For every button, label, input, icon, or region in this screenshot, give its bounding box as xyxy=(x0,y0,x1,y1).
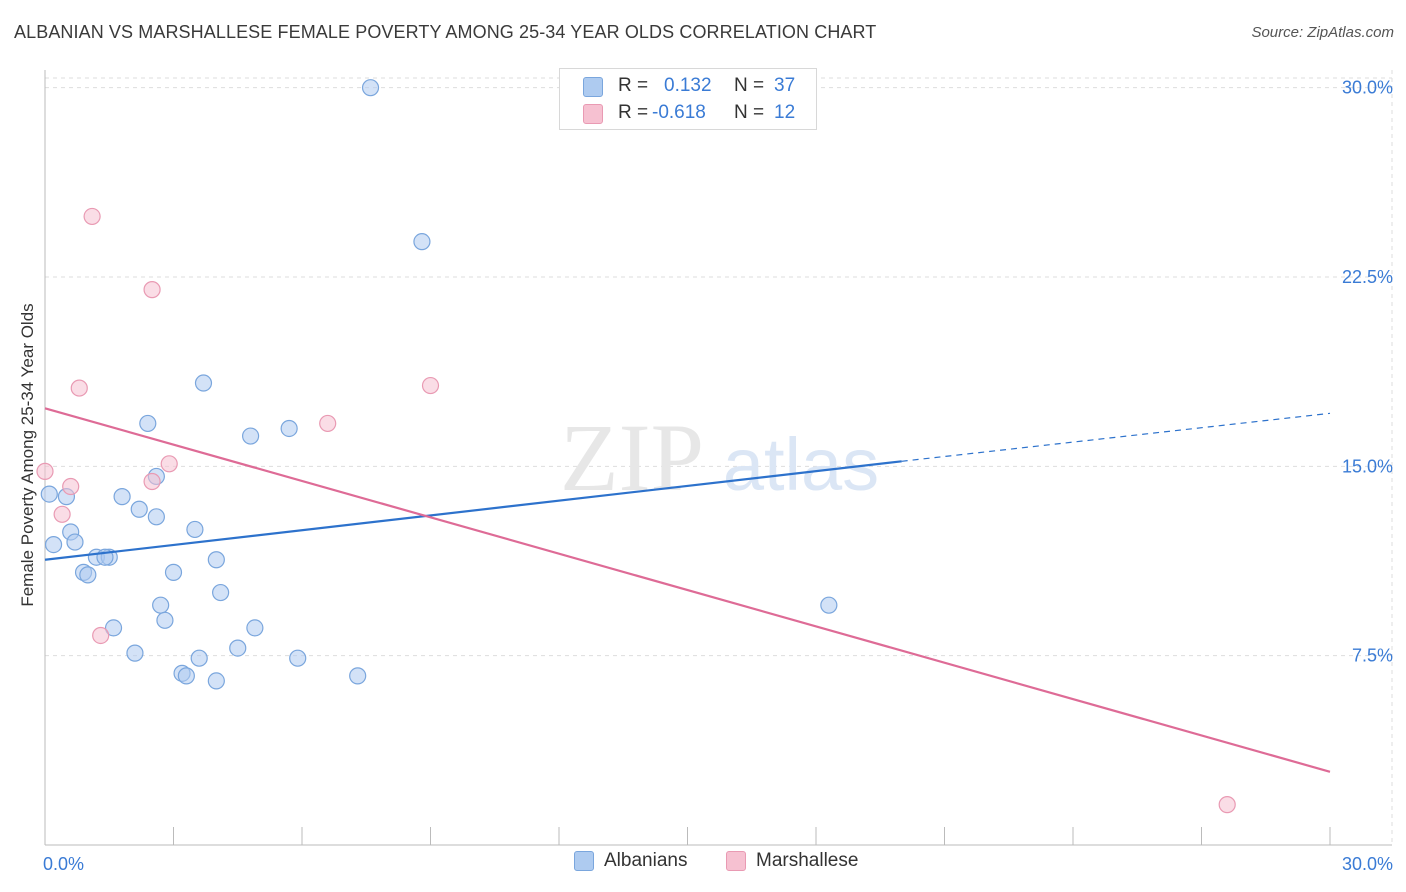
grid-lines xyxy=(45,70,1393,845)
x-tick-label-1: 30.0% xyxy=(1342,854,1393,874)
marshallese-r-value: -0.618 xyxy=(652,102,706,123)
y-tick-label-3: 30.0% xyxy=(1342,78,1393,98)
albanian-point-2 xyxy=(194,374,213,392)
bottom-legend: Albanians Marshallese xyxy=(0,850,1406,878)
legend-swatch-marshallese xyxy=(726,851,746,871)
albanian-point-25 xyxy=(156,611,174,629)
chart-title: ALBANIAN VS MARSHALLESE FEMALE POVERTY A… xyxy=(14,22,877,42)
stats-row-albanians: R = 0.132 N = 37 xyxy=(560,74,816,100)
data-points xyxy=(36,79,1236,814)
albanians-r-value: 0.132 xyxy=(664,75,712,96)
marshallese-point-4 xyxy=(319,414,337,433)
marshallese-point-7 xyxy=(143,472,161,491)
albanians-swatch xyxy=(583,77,603,97)
albanian-trend-line xyxy=(44,460,902,561)
legend-swatch-albanians xyxy=(574,851,594,871)
albanian-point-29 xyxy=(229,639,247,657)
albanians-n-value: 37 xyxy=(774,75,796,96)
stats-legend: R = 0.132 N = 37 R = -0.618 N = 12 xyxy=(559,68,817,130)
legend-item-albanians[interactable]: Albanians xyxy=(574,850,687,872)
marshallese-point-5 xyxy=(160,455,178,473)
axes xyxy=(44,70,1392,846)
marshallese-swatch xyxy=(583,104,603,124)
x-tick-label-0: 0.0% xyxy=(43,854,84,874)
albanian-point-13 xyxy=(186,520,204,539)
watermark-zip: ZIP xyxy=(560,404,704,511)
albanian-point-7 xyxy=(40,485,58,503)
albanian-point-28 xyxy=(820,596,838,614)
albanian-point-19 xyxy=(207,551,225,569)
y-tick-label-2: 22.5% xyxy=(1342,267,1393,287)
marshallese-point-3 xyxy=(421,376,440,395)
marshallese-point-9 xyxy=(53,505,71,523)
albanian-point-36 xyxy=(349,667,367,685)
albanian-point-34 xyxy=(177,667,195,685)
marshallese-point-8 xyxy=(62,477,80,496)
albanian-point-5 xyxy=(280,419,298,438)
y-axis-label: Female Poverty Among 25-34 Year Olds xyxy=(18,303,37,607)
watermark-atlas: atlas xyxy=(723,423,879,506)
marshallese-point-11 xyxy=(1218,796,1236,814)
albanian-point-32 xyxy=(289,649,307,667)
albanian-point-31 xyxy=(190,649,208,667)
albanian-point-27 xyxy=(246,619,264,637)
albanian-point-9 xyxy=(113,488,131,506)
tick-labels: 7.5% 15.0% 22.5% 30.0% 0.0% 30.0% xyxy=(43,78,1393,874)
legend-item-marshallese[interactable]: Marshallese xyxy=(726,850,858,872)
source-label: Source: ZipAtlas.com xyxy=(1251,24,1394,41)
albanian-point-0 xyxy=(361,79,380,97)
y-tick-label-1: 15.0% xyxy=(1342,456,1393,476)
legend-label-albanians: Albanians xyxy=(604,850,688,871)
marshallese-point-0 xyxy=(83,207,101,226)
marshallese-point-6 xyxy=(36,462,54,480)
trend-lines xyxy=(44,407,1331,773)
albanian-point-35 xyxy=(207,672,225,690)
albanians-r-label: R = xyxy=(618,75,649,96)
albanian-point-30 xyxy=(126,644,144,662)
albanian-point-26 xyxy=(104,619,123,637)
albanian-point-11 xyxy=(147,508,165,526)
albanian-point-15 xyxy=(44,535,63,554)
stats-row-marshallese: R = -0.618 N = 12 xyxy=(560,101,816,127)
albanian-trend-line-extension xyxy=(901,412,1331,462)
albanians-n-label: N = xyxy=(734,75,765,96)
marshallese-n-label: N = xyxy=(734,102,765,123)
albanian-point-10 xyxy=(130,500,148,518)
albanian-point-24 xyxy=(152,596,170,614)
albanian-point-21 xyxy=(79,566,97,584)
albanian-point-3 xyxy=(139,414,157,433)
albanian-point-22 xyxy=(164,563,183,581)
legend-label-marshallese: Marshallese xyxy=(756,850,859,871)
watermark: ZIP atlas xyxy=(560,404,879,511)
y-tick-label-0: 7.5% xyxy=(1352,646,1393,666)
marshallese-point-10 xyxy=(92,626,110,645)
marshallese-point-2 xyxy=(70,379,88,397)
albanian-point-23 xyxy=(212,583,230,602)
marshallese-n-value: 12 xyxy=(774,102,796,123)
marshallese-r-label: R = xyxy=(618,102,649,123)
albanian-point-1 xyxy=(413,233,431,251)
albanian-point-4 xyxy=(242,427,260,445)
albanian-point-14 xyxy=(66,533,84,551)
marshallese-point-1 xyxy=(143,281,161,299)
marshallese-trend-line xyxy=(44,407,1331,773)
